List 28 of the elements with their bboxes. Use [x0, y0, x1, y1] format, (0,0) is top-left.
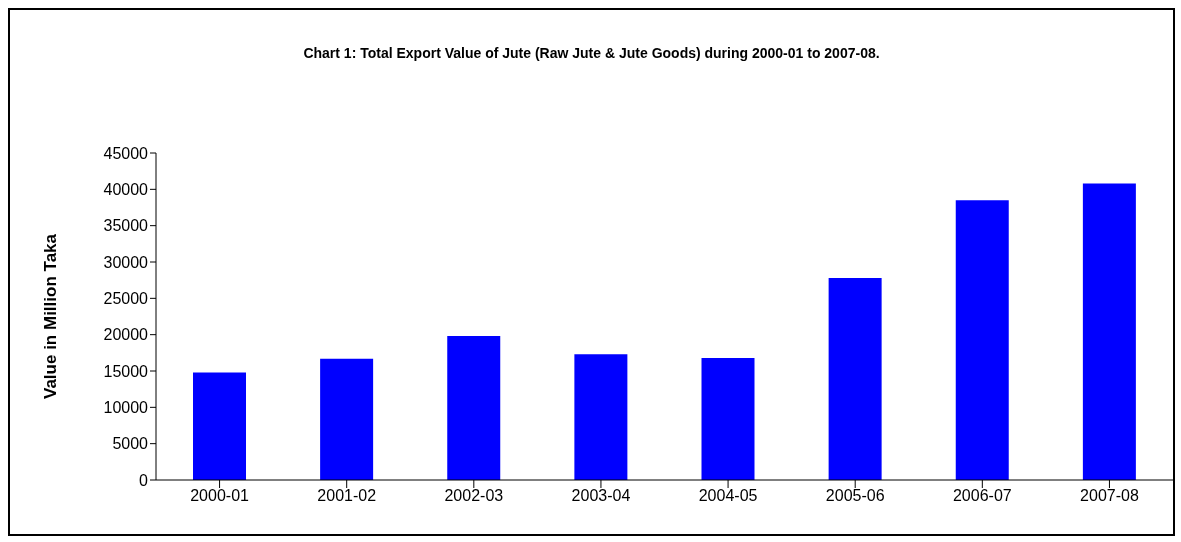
bar: [828, 277, 882, 480]
y-tick-label: 20000: [103, 326, 149, 344]
y-tick-label: 30000: [103, 253, 149, 271]
x-tick-label: 2001-02: [317, 487, 377, 505]
x-tick-label: 2006-07: [952, 487, 1012, 505]
x-tick-label: 2002-03: [444, 487, 504, 505]
y-tick-label: 45000: [103, 144, 149, 162]
bar: [955, 200, 1009, 480]
bar: [320, 358, 374, 480]
y-tick-label: 0: [139, 471, 149, 489]
x-tick-label: 2005-06: [825, 487, 885, 505]
x-tick-label: 2007-08: [1080, 487, 1139, 505]
y-tick-label: 35000: [103, 217, 149, 235]
bar: [574, 354, 628, 480]
y-tick-label: 10000: [103, 399, 149, 417]
x-tick-label: 2004-05: [698, 487, 758, 505]
x-tick-label: 2000-01: [190, 487, 250, 505]
x-tick-label: 2003-04: [571, 487, 631, 505]
y-tick-label: 15000: [103, 362, 149, 380]
bar: [1082, 183, 1136, 480]
y-tick-label: 25000: [103, 290, 149, 308]
chart-title: Chart 1: Total Export Value of Jute (Raw Jute & Jute Goods) during 2000-01 to 2007-08.: [302, 45, 881, 61]
y-axis-title: Value in Million Taka: [41, 233, 61, 400]
y-tick-label: 40000: [103, 181, 149, 199]
bar: [701, 357, 755, 480]
y-tick-label: 5000: [112, 435, 149, 453]
bar: [447, 336, 501, 480]
bar: [193, 372, 246, 480]
